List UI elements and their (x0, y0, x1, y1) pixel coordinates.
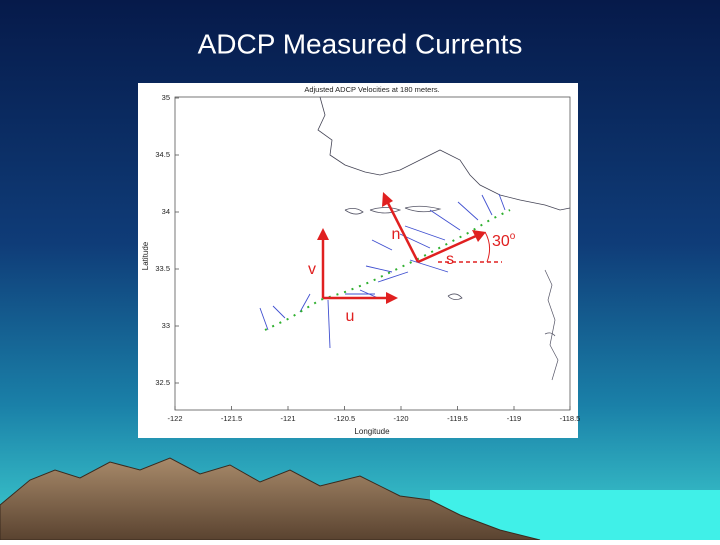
islands (344, 205, 556, 337)
u-label: u (346, 308, 355, 325)
x-tick-label: -120.5 (334, 414, 355, 423)
x-tick-label: -121 (280, 414, 295, 423)
y-tick-label: 33.5 (155, 264, 170, 273)
angle-value: 30 (492, 233, 510, 250)
x-tick-label: -120 (393, 414, 408, 423)
current-vectors (259, 193, 506, 349)
angle-unit: o (510, 231, 516, 242)
y-tick-label: 35 (162, 93, 170, 102)
figure: Adjusted ADCP Velocities at 180 meters. … (138, 83, 580, 438)
x-axis-label: Longitude (354, 427, 390, 436)
angle-arc (484, 231, 491, 263)
y-tick-label: 33 (162, 321, 170, 330)
annotations: n s v u 30o (308, 226, 516, 325)
x-tick-label: -119 (507, 414, 521, 423)
coastline (544, 269, 559, 381)
angle-label: 30o (492, 231, 516, 251)
v-label: v (308, 261, 316, 278)
x-tick-label: -122 (167, 414, 182, 423)
n-label: n (392, 226, 401, 243)
slide-title: ADCP Measured Currents (198, 28, 523, 59)
mountains (0, 457, 541, 541)
coastline (317, 96, 571, 211)
x-tick-label: -119.5 (447, 414, 468, 423)
s-label: s (446, 251, 454, 268)
x-tick-label: -118.5 (560, 414, 581, 423)
y-tick-label: 34 (162, 207, 170, 216)
figure-background (138, 83, 578, 438)
axes-arrows (317, 192, 486, 304)
y-tick-label: 34.5 (155, 150, 170, 159)
figure-title: Adjusted ADCP Velocities at 180 meters. (304, 85, 439, 94)
y-tick-label: 32.5 (155, 378, 170, 387)
y-axis-label: Latitude (141, 241, 150, 270)
plot-frame (174, 96, 571, 411)
x-tick-label: -121.5 (221, 414, 242, 423)
